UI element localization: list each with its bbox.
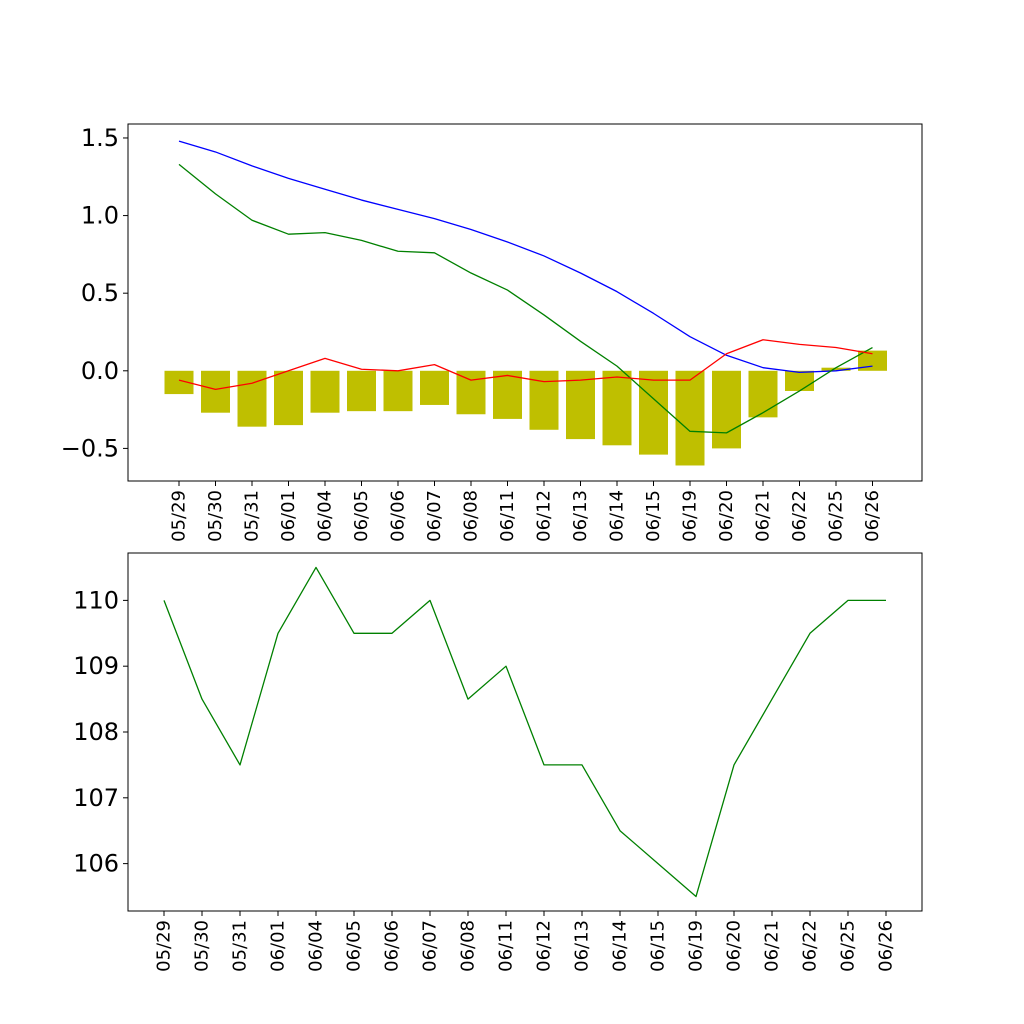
xtick-label: 06/12 <box>534 490 555 542</box>
ytick-label: 0.5 <box>81 279 119 307</box>
xtick-label: 06/13 <box>572 920 593 972</box>
xtick-label: 06/04 <box>306 920 327 972</box>
xtick-label: 06/15 <box>643 490 664 542</box>
xtick-label: 06/04 <box>315 490 336 542</box>
xtick-label: 06/13 <box>570 490 591 542</box>
xtick-label: 05/30 <box>205 490 226 542</box>
ytick-label: 107 <box>73 784 119 812</box>
bar-05-29 <box>164 370 194 395</box>
xtick-label: 06/15 <box>648 920 669 972</box>
ytick-label: 110 <box>73 586 119 614</box>
xtick-label: 05/30 <box>192 920 213 972</box>
ytick-label: 108 <box>73 718 119 746</box>
xtick-label: 06/21 <box>753 490 774 542</box>
series-line-1 <box>178 140 873 374</box>
bar-06-20 <box>712 370 741 449</box>
xtick-label: 06/11 <box>496 920 517 972</box>
xtick-label: 06/20 <box>716 490 737 542</box>
xtick-label: 06/05 <box>351 490 372 542</box>
xtick-label: 06/14 <box>607 490 628 542</box>
xtick-label: 05/29 <box>169 490 190 542</box>
bar-06-11 <box>493 370 522 419</box>
ytick-label: 109 <box>73 652 119 680</box>
xtick-label: 06/25 <box>826 490 847 542</box>
ytick-label: 1.5 <box>81 124 119 152</box>
xtick-label: 05/31 <box>230 920 251 972</box>
ytick-label: −0.5 <box>61 434 119 462</box>
series-line-1 <box>163 566 886 898</box>
xtick-label: 06/19 <box>680 490 701 542</box>
xtick-label: 06/01 <box>268 920 289 972</box>
xtick-label: 06/14 <box>610 920 631 972</box>
xtick-label: 06/01 <box>278 490 299 542</box>
bar-06-04 <box>310 370 340 413</box>
xtick-label: 06/22 <box>789 490 810 542</box>
bar-06-25 <box>821 367 851 371</box>
xtick-label: 06/08 <box>458 920 479 972</box>
bar-05-30 <box>201 370 230 413</box>
xtick-label: 06/26 <box>862 490 883 542</box>
xtick-label: 06/19 <box>686 920 707 972</box>
bottom-line-chart: 110 109 108 107 106 05/29 05/30 05/31 06/01 06/04… <box>73 552 923 972</box>
ytick-label: 1.0 <box>81 202 119 230</box>
bar-06-15 <box>639 370 668 455</box>
bar-06-06 <box>383 370 413 412</box>
series-line-2 <box>178 163 873 434</box>
xtick-label: 06/06 <box>382 920 403 972</box>
xtick-label: 06/06 <box>388 490 409 542</box>
ytick-label: 106 <box>73 850 119 878</box>
bar-06-19 <box>675 370 705 466</box>
ytick-label: 0.0 <box>81 357 119 385</box>
bar-06-07 <box>420 370 449 405</box>
bar-06-05 <box>347 370 376 412</box>
xtick-label: 05/31 <box>242 490 263 542</box>
xtick-label: 06/11 <box>497 490 518 542</box>
xtick-label: 06/25 <box>838 920 859 972</box>
xtick-label: 06/22 <box>800 920 821 972</box>
xtick-label: 06/07 <box>424 490 445 542</box>
xtick-label: 06/08 <box>461 490 482 542</box>
series-line-3 <box>178 339 873 391</box>
bar-06-26 <box>858 350 887 371</box>
bar-06-21 <box>748 370 778 418</box>
top-combo-chart: 1.5 1.0 0.5 0.0 −0.5 05/29 05/30 05/31 06/01 06/0… <box>61 123 923 542</box>
xtick-label: 06/12 <box>534 920 555 972</box>
bar-06-01 <box>274 370 303 426</box>
xtick-label: 06/05 <box>344 920 365 972</box>
bar-06-13 <box>566 370 595 440</box>
bar-06-14 <box>602 370 632 446</box>
xtick-label: 06/20 <box>724 920 745 972</box>
xtick-label: 05/29 <box>154 920 175 972</box>
xtick-label: 06/26 <box>876 920 897 972</box>
bar-06-22 <box>785 370 814 391</box>
bar-06-08 <box>456 370 486 415</box>
xtick-label: 06/07 <box>420 920 441 972</box>
plot-frame <box>127 123 923 482</box>
xtick-label: 06/21 <box>762 920 783 972</box>
